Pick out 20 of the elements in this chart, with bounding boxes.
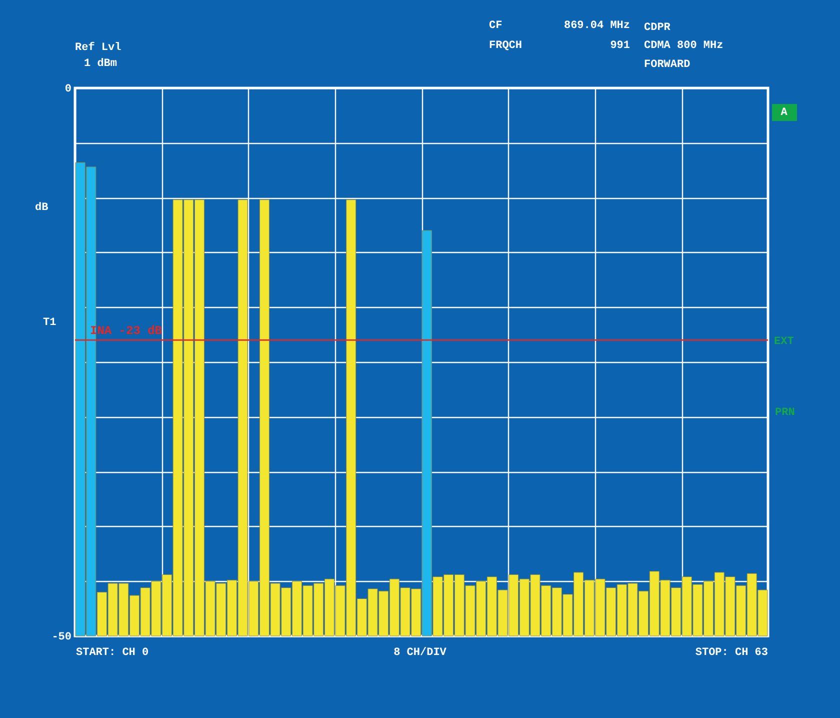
text: Ref Lvl xyxy=(75,41,122,54)
y-axis-title: dB xyxy=(35,202,49,214)
text: 869.04 MHz xyxy=(564,20,630,32)
text: T1 xyxy=(43,317,57,329)
text: CF xyxy=(489,20,502,32)
text: A xyxy=(780,107,788,119)
text: 991 xyxy=(610,40,630,52)
text: START: CH 0 xyxy=(76,647,149,659)
text: FRQCH xyxy=(489,40,522,52)
text: PRN xyxy=(775,407,795,419)
text: CDMA 800 MHz xyxy=(644,40,724,52)
text: STOP: CH 63 xyxy=(695,647,768,659)
text: FORWARD xyxy=(644,59,691,71)
text: CDPR xyxy=(644,22,671,34)
y-tick-label: 0 xyxy=(64,84,72,96)
text: 1 dBm xyxy=(84,58,118,70)
text: EXT xyxy=(774,336,794,348)
text: 8 CH/DIV xyxy=(394,647,447,659)
y-tick-label: -50 xyxy=(52,632,72,644)
ref-line-label: INA -23 dB xyxy=(90,324,162,338)
